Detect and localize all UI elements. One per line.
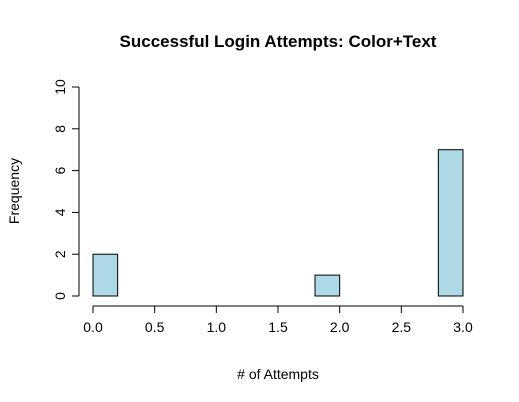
histogram-bar-14 bbox=[437, 149, 464, 297]
chart-title: Successful Login Attempts: Color+Text bbox=[120, 32, 437, 51]
x-tick-label-3: 1.5 bbox=[268, 319, 288, 335]
y-tick-label-3: 6 bbox=[52, 166, 68, 174]
x-tick-label-4: 2.0 bbox=[330, 319, 350, 335]
x-tick-label-6: 3.0 bbox=[453, 319, 473, 335]
histogram-bar-0 bbox=[92, 253, 119, 297]
x-axis: 0.0 0.5 1.0 1.5 2.0 2.5 3.0 bbox=[83, 305, 473, 335]
x-axis-label: # of Attempts bbox=[237, 366, 319, 382]
x-tick-label-5: 2.5 bbox=[392, 319, 412, 335]
histogram-bar-9 bbox=[314, 274, 341, 297]
y-tick-label-1: 2 bbox=[52, 250, 68, 258]
x-tick-label-2: 1.0 bbox=[207, 319, 227, 335]
x-tick-label-1: 0.5 bbox=[145, 319, 165, 335]
y-tick-label-0: 0 bbox=[52, 292, 68, 300]
bars-group bbox=[92, 149, 464, 297]
y-tick-label-2: 4 bbox=[52, 208, 68, 216]
y-axis-label: Frequency bbox=[6, 158, 22, 224]
y-tick-label-4: 8 bbox=[52, 125, 68, 133]
y-tick-label-5: 10 bbox=[52, 79, 68, 95]
y-axis: 0 2 4 6 8 10 bbox=[52, 79, 80, 300]
x-tick-label-0: 0.0 bbox=[83, 319, 103, 335]
